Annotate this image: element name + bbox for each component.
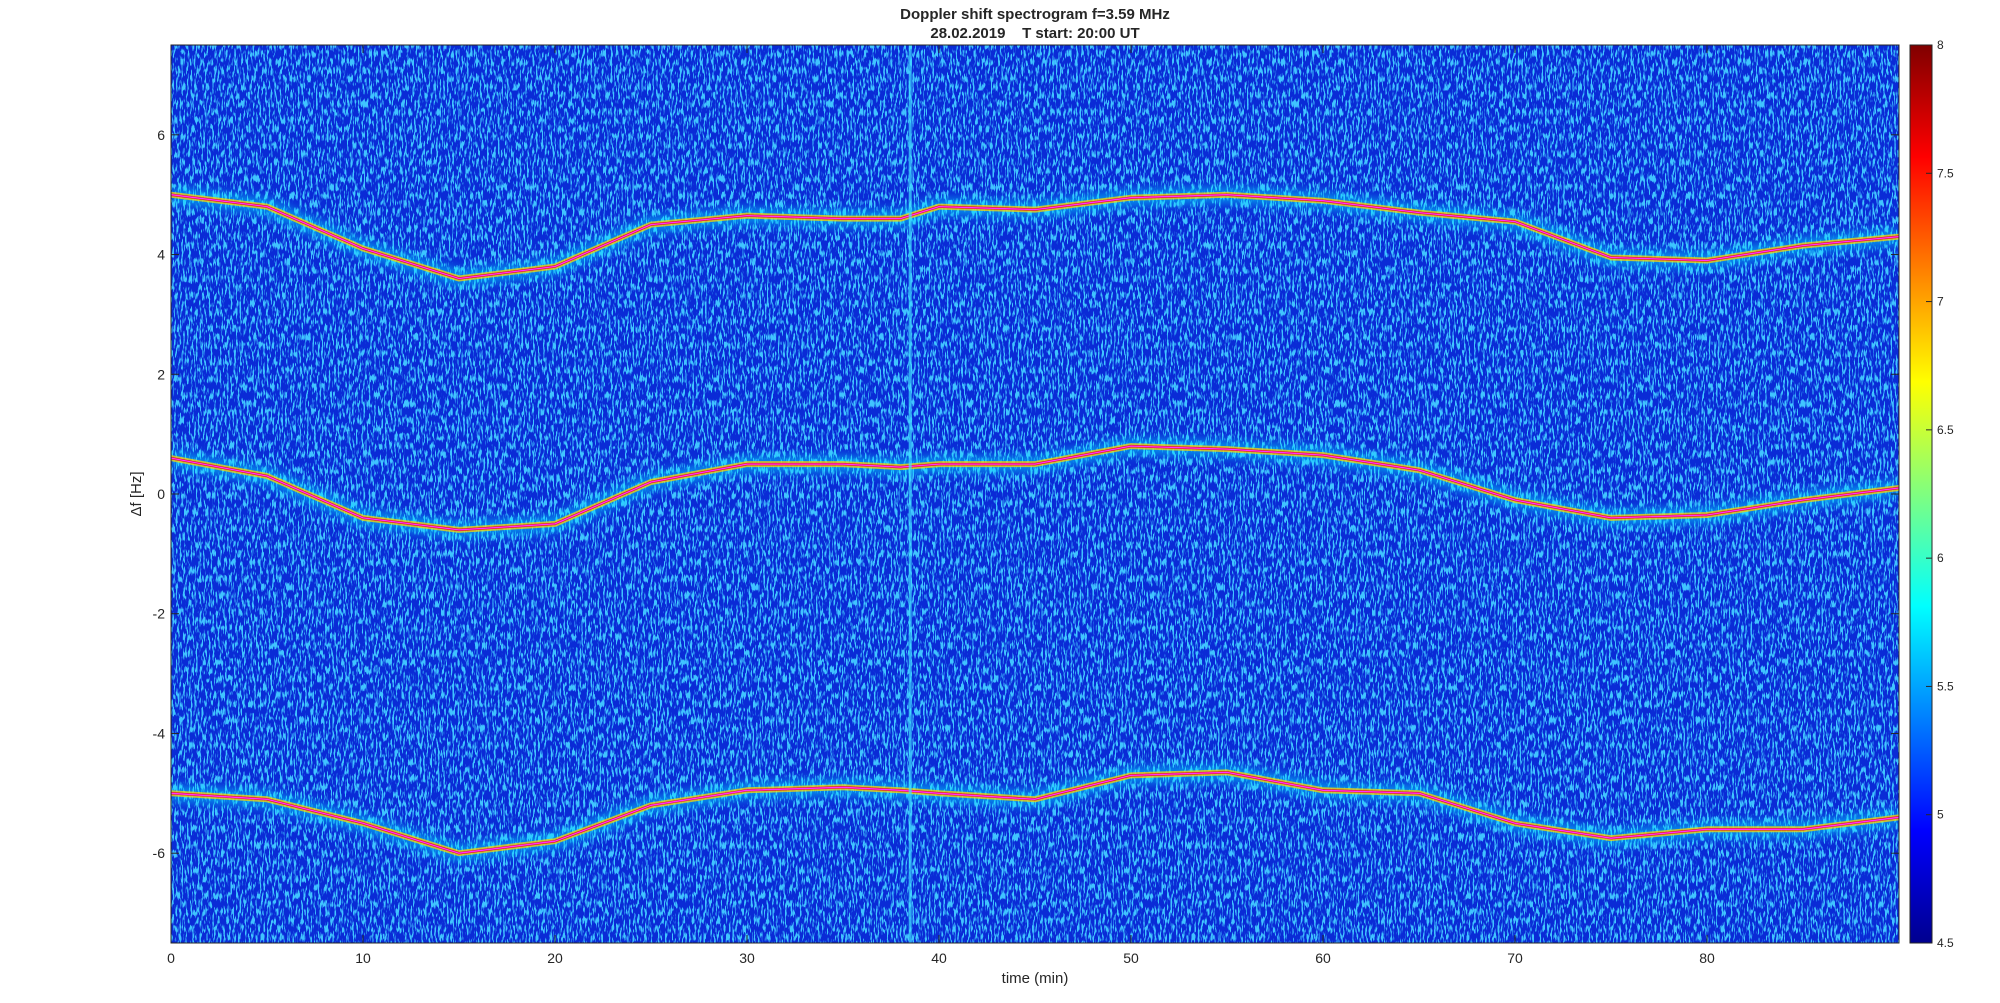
trace-fit-line — [171, 445, 1899, 531]
colorbar-tick-label: 6.5 — [1937, 423, 1954, 437]
x-tick-label: 0 — [167, 950, 175, 966]
colorbar-tick-label: 5 — [1937, 808, 1944, 822]
x-tick-label: 50 — [1123, 950, 1139, 966]
chart-title: Doppler shift spectrogram f=3.59 MHz — [900, 6, 1170, 23]
colorbar-tick-label: 5.5 — [1937, 679, 1954, 693]
y-tick-label: 6 — [157, 127, 165, 143]
x-tick-label: 20 — [547, 950, 563, 966]
x-tick-label: 40 — [931, 950, 947, 966]
x-tick-label: 80 — [1699, 950, 1715, 966]
heatmap-speckle — [171, 45, 1899, 943]
x-axis-label: time (min) — [1002, 970, 1069, 987]
colorbar — [1909, 44, 1933, 944]
colorbar-tick-label: 6 — [1937, 551, 1944, 565]
x-tick-label: 70 — [1507, 950, 1523, 966]
x-tick-label: 60 — [1315, 950, 1331, 966]
trace-fit-line — [171, 771, 1899, 854]
colorbar-tick-label: 8 — [1937, 38, 1944, 52]
x-tick-label: 30 — [739, 950, 755, 966]
y-tick-label: 2 — [157, 366, 165, 382]
y-tick-label: -6 — [153, 845, 166, 861]
y-tick-label: 4 — [157, 247, 165, 263]
y-axis-label: Δf [Hz] — [128, 471, 145, 516]
y-tick-label: -4 — [153, 725, 166, 741]
x-tick-label: 10 — [355, 950, 371, 966]
chart-subtitle: 28.02.2019 T start: 20:00 UT — [930, 25, 1139, 42]
y-tick-label: 0 — [157, 486, 165, 502]
plot-area — [171, 45, 1899, 943]
trace-fit-line — [171, 194, 1899, 280]
colorbar-tick-label: 7.5 — [1937, 166, 1954, 180]
colorbar-tick-label: 7 — [1937, 295, 1944, 309]
colorbar-tick-label: 4.5 — [1937, 936, 1954, 950]
y-tick-label: -2 — [153, 606, 166, 622]
